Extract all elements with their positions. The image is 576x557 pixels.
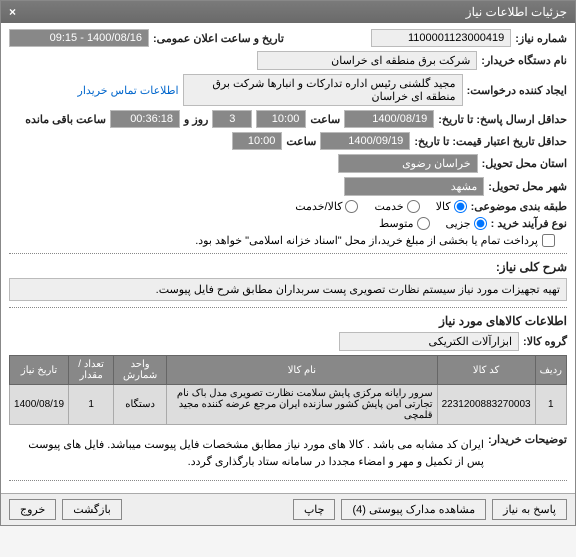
radio-goods[interactable]: کالا <box>436 200 467 213</box>
desc-box: تهیه تجهیزات مورد نیاز سیستم نظارت تصویر… <box>9 278 567 301</box>
city-label: شهر محل تحویل: <box>488 180 567 193</box>
creator-label: ایجاد کننده درخواست: <box>467 84 567 97</box>
category-label: طبقه بندی موضوعی: <box>471 200 567 213</box>
need-details-window: جزئیات اطلاعات نیاز × شماره نیاز: 110000… <box>0 0 576 526</box>
validity-date-field: 1400/09/19 <box>320 132 410 150</box>
remaining-label: ساعت باقی مانده <box>25 113 106 126</box>
contact-link[interactable]: اطلاعات تماس خریدار <box>78 84 179 97</box>
exit-button[interactable]: خروج <box>9 499 56 520</box>
validity-label: حداقل تاریخ اعتبار قیمت: تا تاریخ: <box>414 135 567 148</box>
footer-right-buttons: بازگشت خروج <box>9 499 122 520</box>
reply-button[interactable]: پاسخ به نیاز <box>492 499 567 520</box>
notes-text: ایران کد مشابه می باشد . کالا های مورد ن… <box>9 433 484 474</box>
need-no-label: شماره نیاز: <box>515 32 567 45</box>
group-field: ابزارآلات الکتریکی <box>339 332 519 351</box>
need-no-field: 1100001123000419 <box>371 29 511 47</box>
footer-left-buttons: پاسخ به نیاز مشاهده مدارک پیوستی (4) چاپ <box>293 499 567 520</box>
cell-date: 1400/08/19 <box>10 385 69 425</box>
attachments-button[interactable]: مشاهده مدارک پیوستی (4) <box>341 499 486 520</box>
time-label-1: ساعت <box>310 113 340 126</box>
cell-code: 2231200883270003 <box>437 385 535 425</box>
group-label: گروه کالا: <box>523 335 567 348</box>
divider-3 <box>9 480 567 481</box>
radio-goods-input[interactable] <box>454 200 467 213</box>
payment-checkbox-row: پرداخت تمام یا بخشی از مبلغ خرید،از محل … <box>195 234 555 247</box>
creator-field: مجید گلشنی رئیس اداره تدارکات و انبارها … <box>183 74 463 106</box>
category-radio-group: کالا خدمت کالا/خدمت <box>295 200 466 213</box>
cell-name: سرور رایانه مرکزی پایش سلامت نظارت تصویر… <box>167 385 438 425</box>
notes-label: توضیحات خریدار: <box>488 433 567 446</box>
province-label: استان محل تحویل: <box>482 157 567 170</box>
announce-field: 1400/08/16 - 09:15 <box>9 29 149 47</box>
footer: پاسخ به نیاز مشاهده مدارک پیوستی (4) چاپ… <box>1 493 575 525</box>
announce-label: تاریخ و ساعت اعلان عمومی: <box>153 32 284 45</box>
buyer-label: نام دستگاه خریدار: <box>481 54 567 67</box>
and-label: روز و <box>184 113 208 126</box>
items-title: اطلاعات کالاهای مورد نیاز <box>9 314 567 328</box>
content-area: شماره نیاز: 1100001123000419 تاریخ و ساع… <box>1 23 575 493</box>
payment-note: پرداخت تمام یا بخشی از مبلغ خرید،از محل … <box>195 234 538 247</box>
deadline-date-field: 1400/08/19 <box>344 110 434 128</box>
purchase-radio-group: جزیی متوسط <box>379 217 487 230</box>
radio-service-input[interactable] <box>407 200 420 213</box>
window-title: جزئیات اطلاعات نیاز <box>466 5 567 19</box>
print-button[interactable]: چاپ <box>293 499 336 520</box>
back-button[interactable]: بازگشت <box>62 499 122 520</box>
validity-time-field: 10:00 <box>232 132 282 150</box>
th-unit: واحد شمارش <box>114 356 167 385</box>
radio-partial[interactable]: جزیی <box>446 217 487 230</box>
radio-medium[interactable]: متوسط <box>379 217 430 230</box>
th-name: نام کالا <box>167 356 438 385</box>
radio-partial-input[interactable] <box>474 217 487 230</box>
radio-service[interactable]: خدمت <box>374 200 419 213</box>
desc-title: شرح کلی نیاز: <box>9 260 567 274</box>
deadline-time-field: 10:00 <box>256 110 306 128</box>
table-header-row: ردیف کد کالا نام کالا واحد شمارش تعداد /… <box>10 356 567 385</box>
th-row: ردیف <box>535 356 566 385</box>
cell-unit: دستگاه <box>114 385 167 425</box>
radio-both-input[interactable] <box>345 200 358 213</box>
close-icon[interactable]: × <box>9 5 16 19</box>
table-row: 1 2231200883270003 سرور رایانه مرکزی پای… <box>10 385 567 425</box>
days-field: 3 <box>212 110 252 128</box>
radio-medium-input[interactable] <box>417 217 430 230</box>
divider-1 <box>9 253 567 254</box>
th-qty: تعداد / مقدار <box>69 356 114 385</box>
titlebar: جزئیات اطلاعات نیاز × <box>1 1 575 23</box>
buyer-field: شرکت برق منطقه ای خراسان <box>257 51 477 70</box>
cell-row: 1 <box>535 385 566 425</box>
divider-2 <box>9 307 567 308</box>
province-field: خراسان رضوی <box>338 154 478 173</box>
th-code: کد کالا <box>437 356 535 385</box>
payment-checkbox[interactable] <box>542 234 555 247</box>
purchase-type-label: نوع فرآیند خرید : <box>491 217 567 230</box>
deadline-label: حداقل ارسال پاسخ: تا تاریخ: <box>438 113 567 126</box>
city-field: مشهد <box>344 177 484 196</box>
cell-qty: 1 <box>69 385 114 425</box>
items-table: ردیف کد کالا نام کالا واحد شمارش تعداد /… <box>9 355 567 425</box>
countdown-field: 00:36:18 <box>110 110 180 128</box>
th-date: تاریخ نیاز <box>10 356 69 385</box>
radio-both[interactable]: کالا/خدمت <box>295 200 358 213</box>
time-label-2: ساعت <box>286 135 316 148</box>
